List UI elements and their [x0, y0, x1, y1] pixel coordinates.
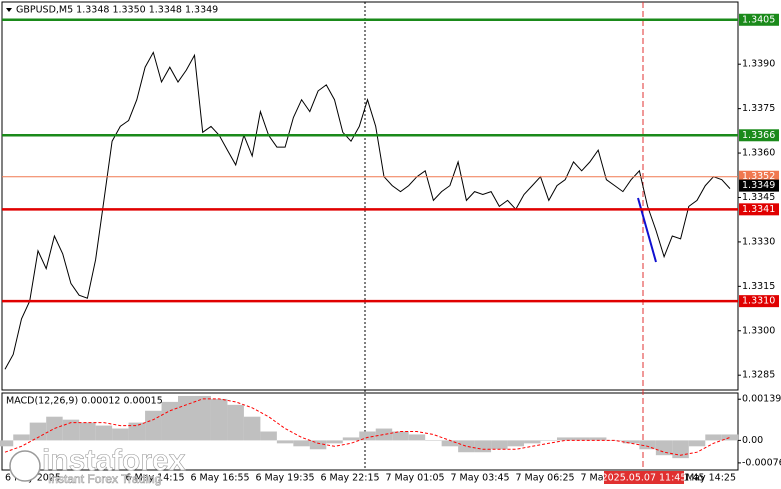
macd-bar [276, 440, 294, 444]
macd-bar [359, 431, 376, 441]
macd-bar [145, 410, 162, 441]
level-label: 1.3405 [742, 14, 775, 25]
macd-bar [688, 440, 706, 447]
y-tick-label: 1.3330 [742, 236, 775, 247]
macd-bar [260, 431, 277, 441]
macd-bar [524, 440, 541, 444]
x-tick-label: 7 May 01:05 [385, 473, 444, 484]
y-tick-label: 1.3390 [742, 59, 775, 70]
price-line [4, 51, 731, 370]
chart-title: GBPUSD,M5 1.3348 1.3350 1.3348 1.3349 [16, 5, 218, 16]
macd-bar [655, 440, 673, 456]
macd-bar [128, 422, 146, 441]
cursor-label: 2025.05.07 11:45 [602, 473, 687, 484]
x-tick-label: 6 May 22:15 [320, 473, 379, 484]
level-label: 1.3349 [742, 180, 775, 191]
y-tick-label: 1.3345 [742, 192, 775, 203]
macd-bar [293, 440, 310, 447]
macd-bar [458, 440, 475, 453]
level-label-box [739, 129, 779, 142]
macd-bar [425, 440, 442, 441]
macd-bar [13, 434, 30, 441]
level-label-box [739, 13, 779, 26]
macd-bar [672, 440, 689, 459]
macd-bar [342, 437, 360, 441]
level-label: 1.3366 [742, 130, 775, 141]
macd-bar [309, 440, 327, 450]
macd-bar [161, 401, 179, 441]
macd-bar [474, 440, 492, 453]
macd-bar [408, 434, 426, 441]
menu-triangle [6, 8, 12, 12]
macd-bar [392, 431, 409, 441]
x-tick-label: 7 May 06:25 [515, 473, 574, 484]
macd-bar [491, 440, 508, 450]
macd-bar [243, 416, 261, 441]
macd-bar [79, 422, 96, 441]
macd-bar [589, 437, 607, 441]
x-tick-label: 6 May 14:15 [125, 473, 184, 484]
macd-bar [0, 440, 14, 447]
cursor-label-box [604, 471, 684, 484]
macd-bar [112, 428, 129, 441]
y-tick-label: 0.00 [742, 435, 763, 446]
y-tick-label: 0.00139 [742, 394, 781, 405]
macd-bar [622, 440, 640, 444]
y-tick-label: 1.3300 [742, 325, 775, 336]
signal-line [4, 398, 731, 456]
y-tick-label: -0.00076 [742, 457, 781, 468]
y-tick-label: 1.3315 [742, 281, 775, 292]
macd-bar [62, 419, 80, 441]
y-tick-label: 1.3285 [742, 370, 775, 381]
watermark-logo [9, 450, 41, 482]
watermark-tagline: Instant Forex Trading [48, 472, 161, 486]
level-label-box [739, 295, 779, 308]
level-label: 1.3352 [742, 171, 775, 182]
macd-bar [441, 440, 459, 447]
macd-bar [705, 434, 722, 441]
macd-title: MACD(12,26,9) 0.00012 0.00015 [6, 396, 163, 407]
macd-bar [639, 440, 656, 450]
macd-bar [326, 440, 343, 444]
macd-bar [210, 398, 228, 441]
macd-bar [194, 395, 211, 441]
macd-bar [227, 404, 244, 441]
x-tick-label: 7 May 14:25 [677, 473, 736, 484]
macd-bar [507, 440, 525, 447]
macd-bar [556, 437, 574, 441]
level-label-box [739, 203, 779, 216]
watermark-brand: instaforex [42, 444, 186, 477]
x-tick-label: 6 May 19:35 [255, 473, 314, 484]
x-tick-label: 7 May 03:45 [450, 473, 509, 484]
price-panel [1, 1, 739, 391]
macd-bar [29, 422, 47, 441]
macd-bar [178, 395, 195, 441]
x-tick-label: 6 May 16:55 [190, 473, 249, 484]
macd-bar [540, 440, 557, 441]
macd-bar [95, 425, 113, 441]
macd-bar [721, 434, 739, 441]
level-label-box [739, 179, 779, 192]
level-label: 1.3310 [742, 296, 775, 307]
macd-bar [573, 437, 590, 441]
y-tick-label: 1.3375 [742, 103, 775, 114]
y-tick-label: 1.3360 [742, 148, 775, 159]
level-label: 1.3341 [742, 204, 775, 215]
macd-bar [46, 416, 63, 441]
macd-bar [375, 428, 393, 441]
